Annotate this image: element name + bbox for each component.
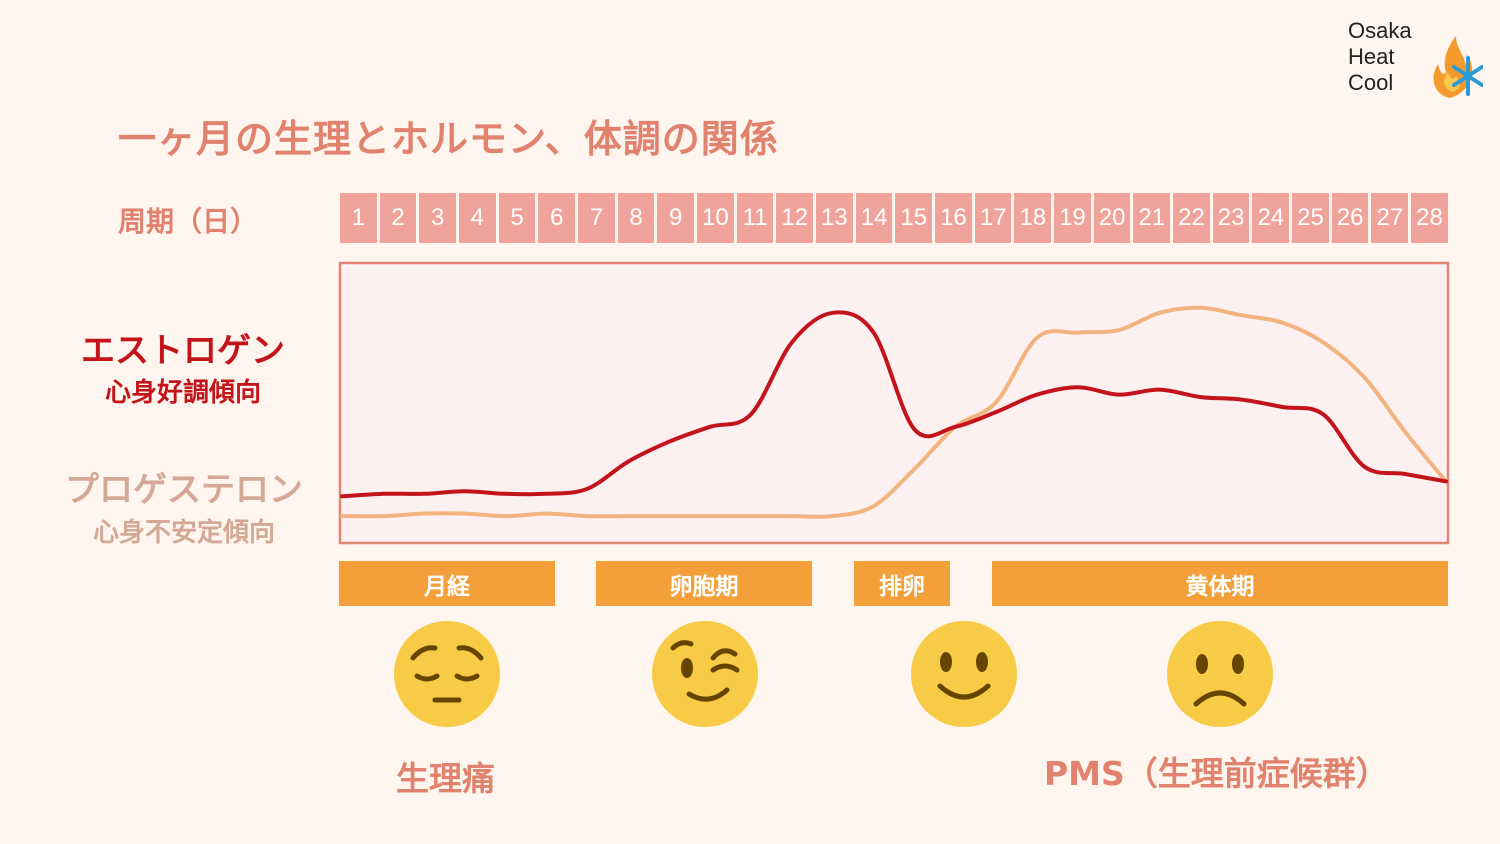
smiling-face-icon (911, 621, 1017, 727)
hormone-line-chart (338, 261, 1450, 545)
legend-progesterone-desc: 心身不安定傾向 (92, 518, 275, 548)
plot-area (338, 261, 1450, 545)
day-cell: 27 (1371, 193, 1409, 243)
day-cell: 5 (498, 193, 536, 243)
logo-line: Osaka (1348, 18, 1412, 43)
day-cell: 3 (419, 193, 457, 243)
logo-line: Cool (1348, 70, 1394, 95)
frowning-face-icon (1167, 621, 1273, 727)
day-cell: 23 (1212, 193, 1250, 243)
day-cell: 15 (895, 193, 933, 243)
logo-text: Osaka Heat Cool (1348, 18, 1412, 96)
day-cell: 13 (816, 193, 853, 243)
day-cell: 25 (1292, 193, 1329, 243)
cycle-axis-label: 周期（日） (118, 205, 259, 238)
day-cell: 24 (1252, 193, 1290, 243)
day-cell: 26 (1331, 193, 1369, 243)
legend-estrogen-name: エストロゲン (81, 331, 285, 371)
day-cell: 16 (935, 193, 972, 243)
day-cell: 19 (1054, 193, 1091, 243)
series-line (340, 310, 1448, 499)
pensive-face-icon (394, 621, 500, 727)
logo-line: Heat (1348, 44, 1395, 69)
series-line (340, 305, 1448, 519)
day-cell: 8 (617, 193, 655, 243)
day-cell: 11 (736, 193, 774, 243)
day-cell: 28 (1411, 193, 1448, 243)
winking-face-icon (652, 621, 758, 727)
flame-snowflake-icon (1433, 36, 1483, 98)
day-cell: 20 (1093, 193, 1131, 243)
day-cell: 1 (340, 193, 377, 243)
logo: Osaka Heat Cool (1348, 18, 1483, 103)
legend-estrogen-desc: 心身好調傾向 (104, 378, 261, 408)
legend-progesterone-name: プロゲステロン (65, 470, 303, 510)
day-cell: 12 (776, 193, 814, 243)
day-cell: 14 (855, 193, 893, 243)
day-ruler: 1 2 3 4 5 6 7 8 9 10 11 12 13 14 15 16 17 18 19 20 21 22 23 24 2… (340, 193, 1448, 243)
day-cell: 2 (379, 193, 417, 243)
day-cell: 7 (578, 193, 615, 243)
note-pms: PMS（生理前症候群） (1044, 754, 1389, 793)
phase-ovulation: 排卵 (854, 561, 950, 606)
day-cell: 9 (657, 193, 695, 243)
day-cell: 18 (1014, 193, 1052, 243)
phase-luteal: 黄体期 (992, 561, 1448, 606)
day-cell: 17 (974, 193, 1012, 243)
day-cell: 22 (1173, 193, 1210, 243)
day-cell: 4 (459, 193, 496, 243)
day-cell: 6 (538, 193, 576, 243)
note-menstrual-pain: 生理痛 (396, 759, 495, 798)
day-cell: 10 (697, 193, 734, 243)
page-title: 一ヶ月の生理とホルモン、体調の関係 (118, 117, 779, 161)
phase-follicular: 卵胞期 (596, 561, 812, 606)
phase-menstruation: 月経 (339, 561, 555, 606)
day-cell: 21 (1133, 193, 1171, 243)
